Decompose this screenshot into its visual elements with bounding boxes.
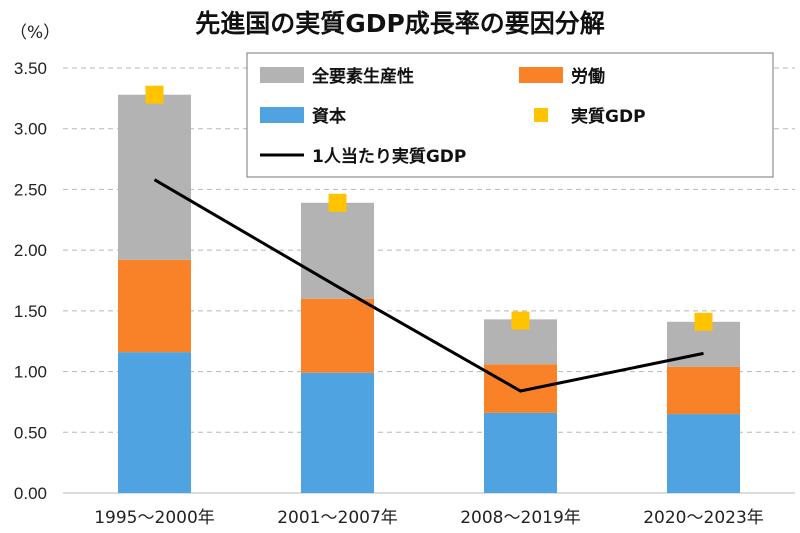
legend-swatch — [534, 108, 548, 122]
x-tick-label: 2008～2019年 — [460, 508, 581, 528]
bar-segment — [118, 259, 191, 353]
y-tick-label: 1.50 — [14, 302, 47, 321]
y-tick-label: 3.00 — [14, 120, 47, 139]
x-tick-label: 2001～2007年 — [277, 508, 398, 528]
legend-swatch — [260, 107, 304, 123]
bar-segment — [484, 412, 557, 493]
bar-segment — [301, 372, 374, 493]
x-tick-label: 2020～2023年 — [643, 508, 764, 528]
real-gdp-marker — [328, 193, 347, 212]
y-tick-label: 3.50 — [14, 59, 47, 78]
y-tick-label: 2.50 — [14, 180, 47, 199]
y-tick-label: 0.00 — [14, 484, 47, 503]
bar-segment — [301, 202, 374, 299]
per-capita-gdp-line — [153, 178, 704, 393]
legend-label: 全要素生産性 — [311, 66, 414, 87]
y-tick-label: 2.00 — [14, 241, 47, 260]
x-tick-label: 1995～2000年 — [94, 508, 215, 528]
bar-segment — [667, 414, 740, 493]
legend-label: 資本 — [312, 106, 346, 127]
bar-segment — [301, 298, 374, 373]
bar-segment — [667, 366, 740, 415]
legend-label: 1人当たり実質GDP — [312, 146, 466, 167]
y-tick-label: 1.00 — [14, 363, 47, 382]
chart-title: 先進国の実質GDP成長率の要因分解 — [195, 9, 605, 38]
real-gdp-marker — [694, 312, 713, 331]
bar-segment — [118, 352, 191, 493]
legend-swatch — [260, 67, 304, 83]
legend-label: 労働 — [571, 66, 605, 87]
bar-segment — [118, 94, 191, 260]
legend-swatch — [519, 67, 563, 83]
real-gdp-marker — [145, 85, 164, 104]
legend-box — [246, 52, 774, 178]
y-axis-unit-label: （%） — [10, 23, 60, 43]
y-tick-label: 0.50 — [14, 423, 47, 442]
real-gdp-marker — [511, 311, 530, 330]
legend-label: 実質GDP — [571, 106, 646, 127]
bar-segment — [484, 364, 557, 413]
